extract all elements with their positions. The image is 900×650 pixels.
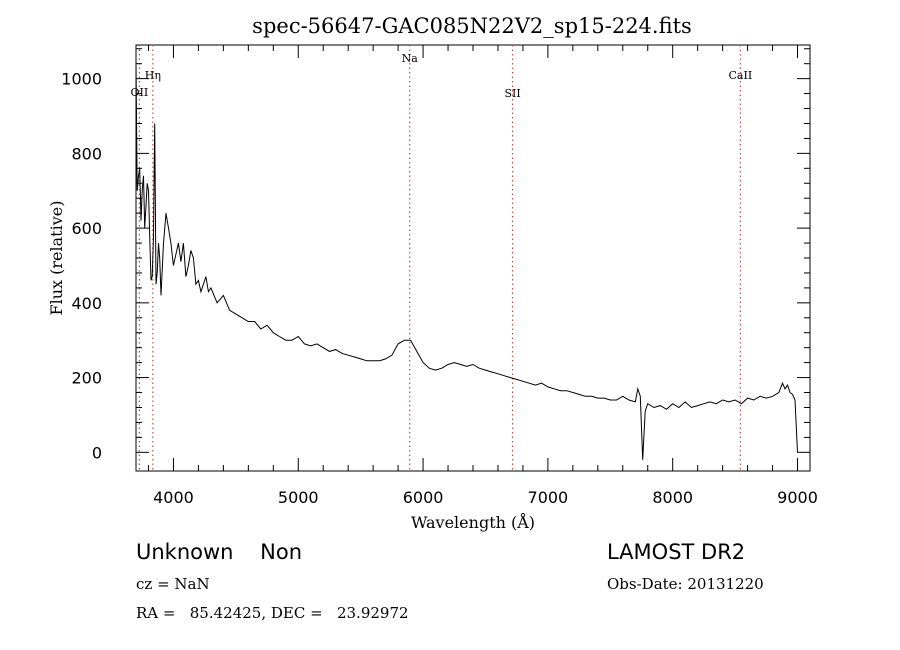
spectrum-line (135, 63, 798, 460)
x-tick-label: 4000 (153, 488, 194, 507)
marker-label: Na (402, 52, 419, 65)
x-tick-label: 8000 (652, 488, 693, 507)
x-tick-label: 6000 (403, 488, 444, 507)
x-tick-label: 5000 (278, 488, 319, 507)
y-tick-label: 200 (71, 369, 102, 388)
y-axis-ticks: 0 200 400 600 800 1000 (61, 48, 810, 462)
marker-label: OII (131, 86, 149, 99)
marker-label: Hη (145, 69, 161, 82)
marker-label: CaII (729, 69, 753, 82)
y-axis-label: Flux (relative) (47, 201, 66, 316)
y-tick-label: 800 (71, 144, 102, 163)
plot-frame (135, 44, 811, 472)
cz-value: cz = NaN (136, 575, 210, 593)
spectral-line-markers: OII Hη Na SII CaII (131, 45, 753, 471)
coordinates: RA = 85.42425, DEC = 23.92972 (136, 604, 409, 622)
y-tick-label: 600 (71, 219, 102, 238)
y-tick-label: 1000 (61, 70, 102, 89)
class-label: Unknown Non (136, 540, 303, 564)
x-tick-label: 7000 (528, 488, 569, 507)
chart-title: spec-56647-GAC085N22V2_sp15-224.fits (252, 14, 692, 38)
x-axis-ticks: 4000 5000 6000 7000 8000 9000 (147, 45, 818, 507)
y-tick-label: 0 (92, 443, 102, 462)
marker-label: SII (504, 87, 520, 100)
x-tick-label: 9000 (777, 488, 818, 507)
survey-label: LAMOST DR2 (607, 540, 746, 564)
y-tick-label: 400 (71, 294, 102, 313)
x-axis-label: Wavelength (Å) (411, 512, 535, 532)
obs-date: Obs-Date: 20131220 (607, 575, 764, 593)
